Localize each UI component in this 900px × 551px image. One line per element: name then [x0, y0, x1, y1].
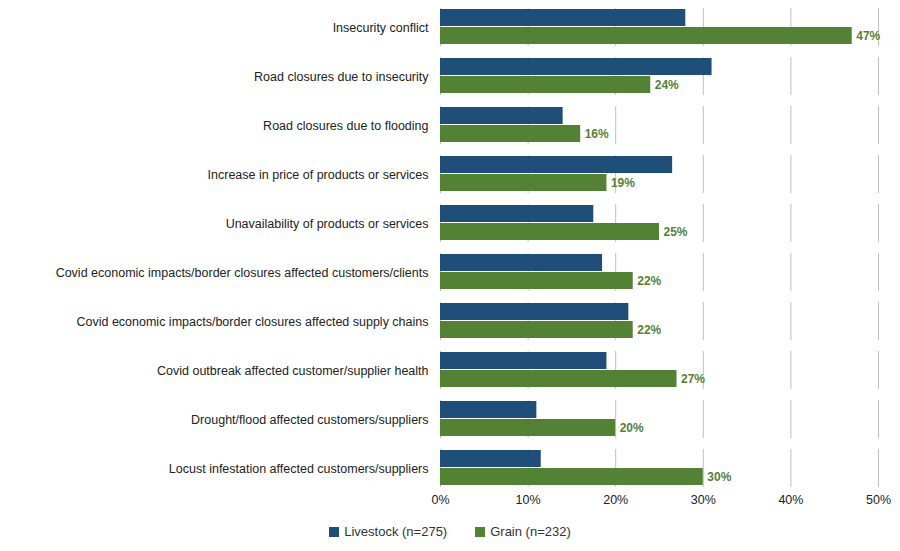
svg-text:Covid outbreak affected custom: Covid outbreak affected customer/supplie… — [157, 364, 429, 378]
svg-text:Road closures due to insecurit: Road closures due to insecurity — [254, 70, 429, 84]
html-text:Livestock (n=275): Livestock (n=275) — [344, 524, 448, 539]
svg-text:Insecurity conflict: Insecurity conflict — [333, 21, 429, 35]
svg-text:Unavailability of products or: Unavailability of products or services — [226, 217, 429, 231]
svg-text:25%: 25% — [664, 225, 688, 239]
svg-text:24%: 24% — [655, 78, 679, 92]
svg-text:Covid economic impacts/border: Covid economic impacts/border closures a… — [56, 266, 429, 280]
svg-text:Road closures due to flooding: Road closures due to flooding — [263, 119, 428, 133]
svg-text:27%: 27% — [681, 372, 705, 386]
svg-text:10%: 10% — [516, 493, 541, 507]
svg-text:19%: 19% — [611, 176, 635, 190]
svg-text:30%: 30% — [707, 470, 731, 484]
svg-text:20%: 20% — [603, 493, 628, 507]
svg-text:40%: 40% — [778, 493, 803, 507]
svg-text:0%: 0% — [431, 493, 449, 507]
svg-text:22%: 22% — [637, 274, 661, 288]
svg-text:47%: 47% — [856, 29, 880, 43]
svg-text:30%: 30% — [691, 493, 716, 507]
svg-text:Locust infestation affected cu: Locust infestation affected customers/su… — [169, 462, 429, 476]
svg-text:Drought/flood affected custome: Drought/flood affected customers/supplie… — [191, 413, 428, 427]
svg-text:Covid economic impacts/border: Covid economic impacts/border closures a… — [76, 315, 428, 329]
svg-text:16%: 16% — [585, 127, 609, 141]
html-text:Grain (n=232): Grain (n=232) — [490, 524, 571, 539]
svg-text:22%: 22% — [637, 323, 661, 337]
svg-text:50%: 50% — [866, 493, 891, 507]
svg-text:Increase in price of products: Increase in price of products or service… — [208, 168, 429, 182]
svg-text:20%: 20% — [620, 421, 644, 435]
